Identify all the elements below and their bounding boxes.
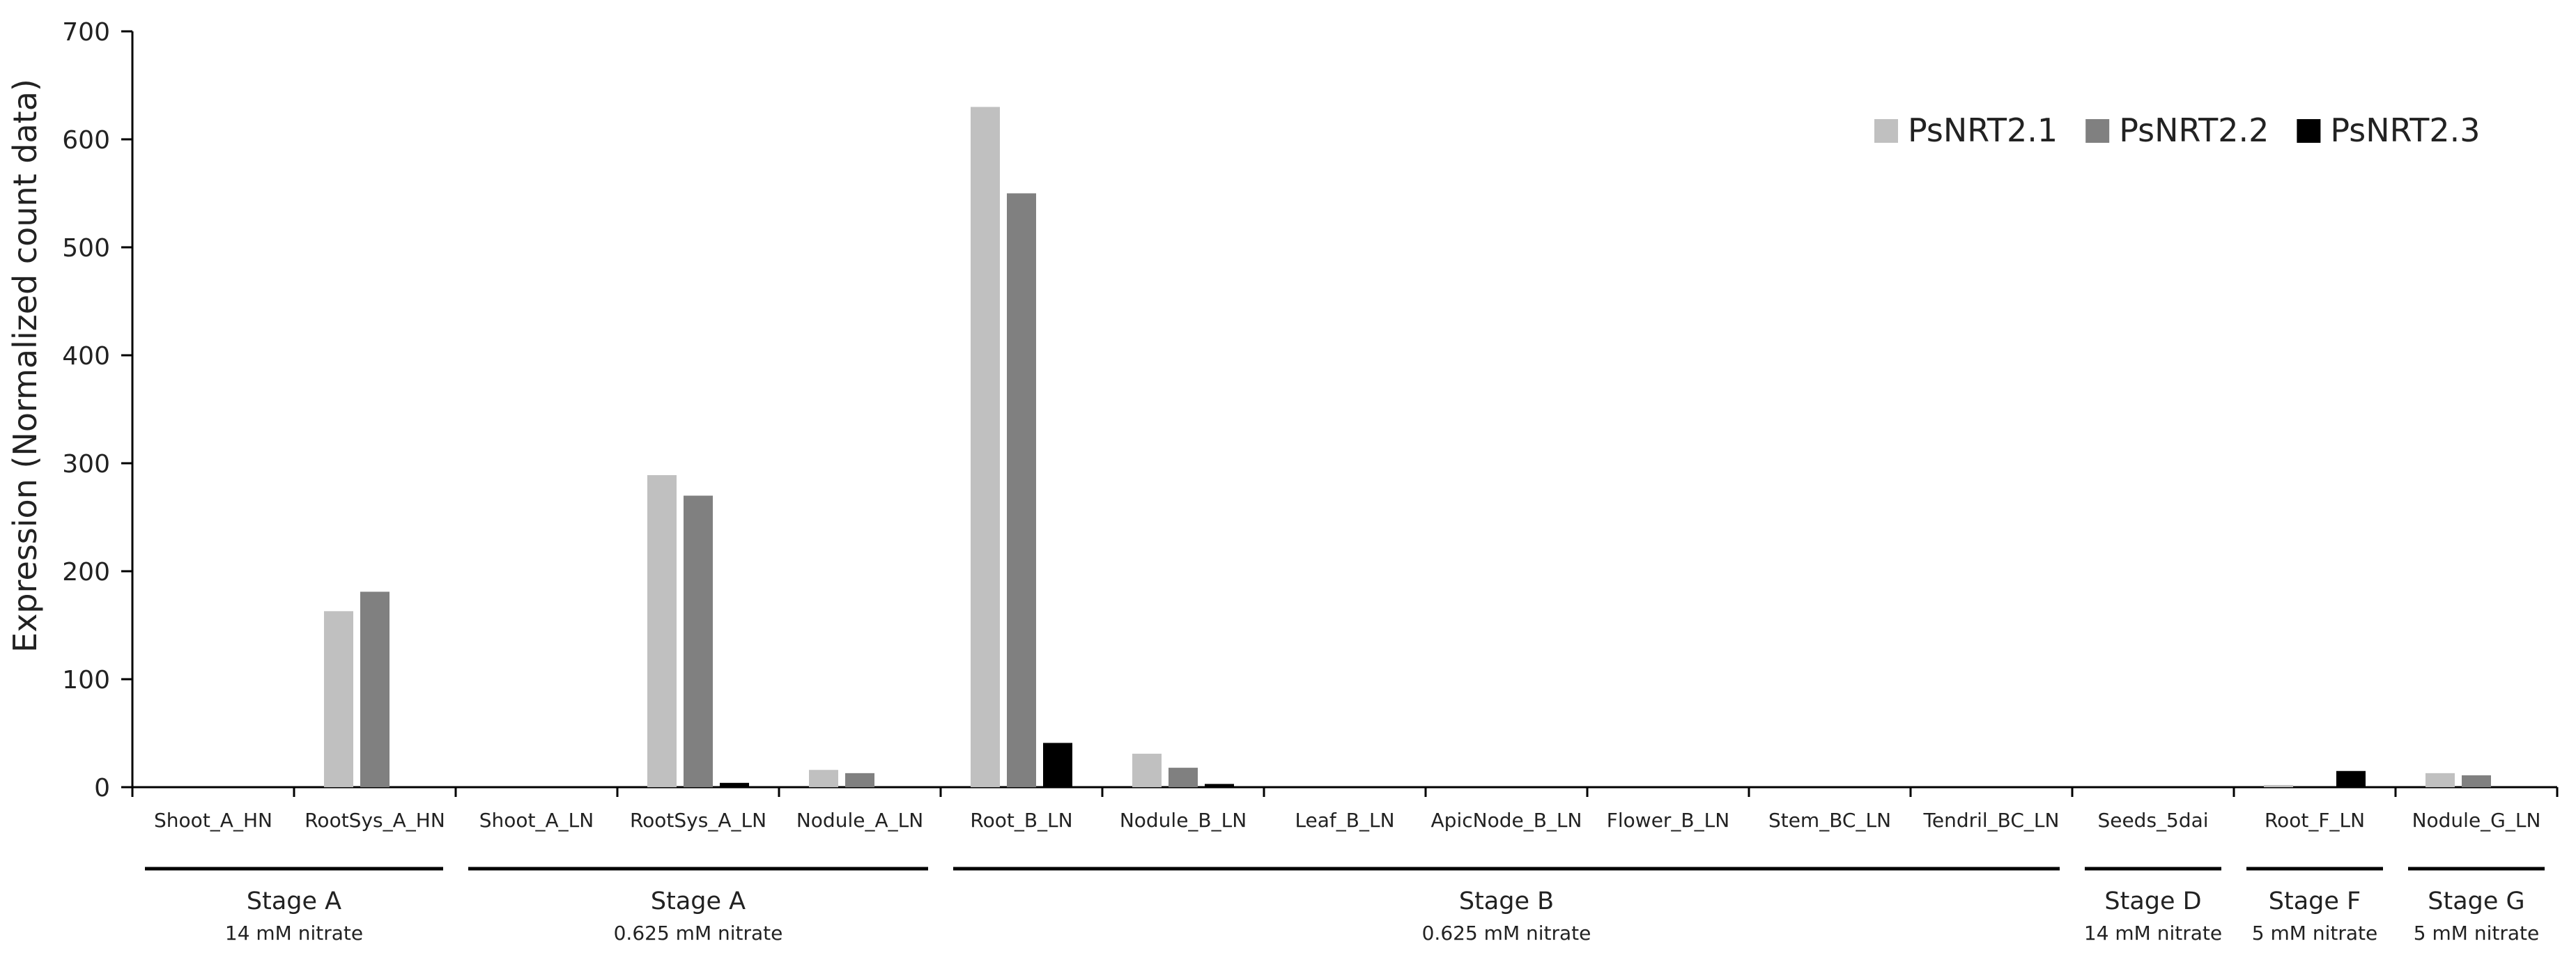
stage-label: Stage D <box>2104 887 2201 915</box>
x-tick-labels: Shoot_A_HN RootSys_A_HN Shoot_A_LN RootSys_… <box>154 809 2540 832</box>
y-axis-label: Expression (Normalized count data) <box>6 79 44 653</box>
bar-psnrt2-2-rootsys_a_ln <box>684 495 713 787</box>
stage-label: Stage G <box>2428 887 2524 915</box>
x-tick-label: ApicNode_B_LN <box>1431 809 1582 832</box>
stage-annotations: Stage A 14 mM nitrate Stage A 0.625 mM nitr… <box>145 867 2545 945</box>
bar-psnrt2-1-rootsys_a_hn <box>324 611 353 787</box>
y-tick-label: 0 <box>94 774 110 803</box>
stage-label: Stage F <box>2269 887 2361 915</box>
stage-label: Stage A <box>651 887 746 915</box>
bar-psnrt2-3-nodule_b_ln <box>1205 784 1234 787</box>
stage-sublabel: 0.625 mM nitrate <box>1422 922 1591 945</box>
stage-sublabel: 14 mM nitrate <box>225 922 363 945</box>
y-tick-label: 500 <box>62 234 110 263</box>
y-tick-label: 600 <box>62 126 110 155</box>
x-tick-label: Stem_BC_LN <box>1768 809 1891 832</box>
y-tick-label: 400 <box>62 342 110 371</box>
bar-psnrt2-1-root_b_ln <box>971 107 1000 787</box>
x-tick-label: Tendril_BC_LN <box>1923 809 2060 832</box>
bar-psnrt2-1-rootsys_a_ln <box>647 475 677 787</box>
bar-psnrt2-2-rootsys_a_hn <box>360 591 390 787</box>
bar-psnrt2-1-nodule_g_ln <box>2425 773 2455 787</box>
x-tick-label: Root_F_LN <box>2265 809 2365 832</box>
legend-entry: PsNRT2.3 <box>2330 111 2480 149</box>
x-tick-label: RootSys_A_HN <box>304 809 445 832</box>
bar-psnrt2-3-rootsys_a_ln <box>720 782 749 787</box>
legend: PsNRT2.1 PsNRT2.2 PsNRT2.3 <box>1874 111 2481 149</box>
stage-label: Stage A <box>247 887 341 915</box>
stage-sublabel: 14 mM nitrate <box>2084 922 2222 945</box>
y-tick-label: 700 <box>62 18 110 47</box>
y-tick-label: 200 <box>62 558 110 587</box>
bar-psnrt2-2-nodule_g_ln <box>2462 775 2491 787</box>
y-tick-label: 300 <box>62 450 110 479</box>
stage-sublabel: 5 mM nitrate <box>2252 922 2377 945</box>
bars <box>324 107 2491 787</box>
x-tick-label: Nodule_G_LN <box>2412 809 2541 832</box>
y-axis: 0 100 200 300 400 500 600 700 <box>62 18 134 803</box>
stage-sublabel: 5 mM nitrate <box>2414 922 2539 945</box>
bar-psnrt2-2-root_b_ln <box>1007 193 1036 787</box>
bar-psnrt2-2-nodule_b_ln <box>1169 768 1198 787</box>
x-tick-label: Nodule_A_LN <box>796 809 923 832</box>
stage-sublabel: 0.625 mM nitrate <box>614 922 783 945</box>
legend-entry: PsNRT2.1 <box>1908 111 2058 149</box>
x-tick-label: Shoot_A_HN <box>154 809 272 832</box>
x-tick-label: Leaf_B_LN <box>1295 809 1394 832</box>
stage-label: Stage B <box>1459 887 1554 915</box>
bar-psnrt2-1-root_f_ln <box>2264 784 2293 787</box>
legend-swatch <box>1874 119 1898 143</box>
bar-psnrt2-3-root_f_ln <box>2336 770 2366 787</box>
y-tick-label: 100 <box>62 666 110 695</box>
bar-psnrt2-1-nodule_b_ln <box>1132 753 1162 787</box>
x-tick-label: RootSys_A_LN <box>630 809 766 832</box>
x-axis <box>131 786 2559 797</box>
x-tick-label: Nodule_B_LN <box>1120 809 1247 832</box>
bar-psnrt2-2-nodule_a_ln <box>845 773 874 787</box>
bar-psnrt2-1-nodule_a_ln <box>809 770 838 787</box>
bar-psnrt2-3-root_b_ln <box>1043 743 1072 787</box>
x-tick-label: Shoot_A_LN <box>479 809 594 832</box>
x-tick-label: Seeds_5dai <box>2097 809 2208 832</box>
x-tick-label: Root_B_LN <box>970 809 1072 832</box>
x-tick-label: Flower_B_LN <box>1607 809 1729 832</box>
legend-swatch <box>2085 119 2110 143</box>
legend-swatch <box>2297 119 2321 143</box>
legend-entry: PsNRT2.2 <box>2119 111 2269 149</box>
